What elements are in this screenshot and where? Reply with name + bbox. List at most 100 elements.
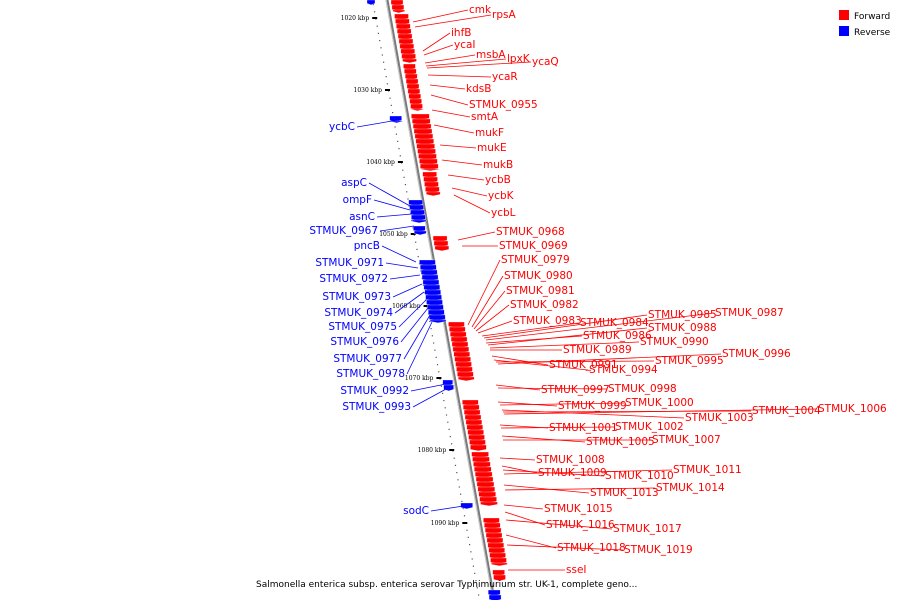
tick-label: 1080 kbp [418, 447, 447, 454]
ruler-dot [435, 356, 437, 358]
tick-mark [462, 522, 468, 524]
gene-label-stmuk-1001: STMUK_1001 [549, 422, 618, 434]
gene-label-stmuk-1017: STMUK_1017 [613, 523, 682, 535]
ruler-dot [467, 536, 469, 538]
forward-gene-block [434, 245, 450, 252]
gene-label-stmuk-0991: STMUK_0991 [549, 359, 618, 371]
reverse-gene-block [412, 219, 427, 224]
leader-line [495, 384, 541, 391]
gene-label-stmuk-0977: STMUK_0977 [333, 353, 402, 365]
forward-gene-block [411, 108, 424, 112]
leader-line [451, 187, 488, 197]
forward-gene-block [402, 58, 417, 64]
ruler-dot [449, 436, 451, 438]
ruler-dot [429, 320, 431, 322]
gene-label-stmuk-0980: STMUK_0980 [504, 270, 573, 282]
ruler-dot [456, 472, 458, 474]
leader-line [473, 290, 506, 330]
gene-label-stmuk-0974: STMUK_0974 [324, 307, 393, 319]
tick-label: 1030 kbp [354, 87, 383, 94]
gene-label-stmuk-0995: STMUK_0995 [655, 355, 724, 367]
tick-mark [423, 305, 429, 307]
gene-label-stmuk-0978: STMUK_0978 [336, 368, 405, 380]
ruler-dot [431, 335, 433, 337]
ruler-dot [392, 112, 394, 114]
leader-line [467, 259, 501, 326]
leader-line [504, 487, 656, 491]
leader-line [424, 54, 476, 64]
gene-label-muke: mukE [477, 142, 507, 154]
ruler-dot [457, 479, 459, 481]
forward-gene-block [392, 9, 405, 14]
leader-line [497, 387, 608, 390]
leader-line [505, 534, 557, 549]
gene-label-stmuk-0983: STMUK_0983 [513, 315, 582, 327]
tick-mark [397, 161, 403, 163]
gene-label-aspc: aspC [341, 177, 367, 189]
leader-line [503, 469, 673, 475]
ruler-dot [416, 248, 418, 250]
leader-line [429, 84, 466, 90]
gene-label-stmuk-0976: STMUK_0976 [330, 336, 399, 348]
ruler-dot [451, 443, 453, 445]
leader-line [430, 504, 471, 512]
ruler-dot [463, 515, 466, 517]
gene-label-stmuk-1018: STMUK_1018 [557, 542, 626, 554]
leader-line [389, 274, 421, 280]
gene-label-stmuk-0985: STMUK_0985 [648, 309, 717, 321]
leader-line [475, 304, 510, 332]
ruler-dot [384, 68, 386, 70]
ruler-dot [443, 400, 445, 402]
leader-line [441, 159, 483, 166]
leader-line [425, 58, 507, 67]
leader-line [485, 335, 583, 344]
forward-gene-block [493, 574, 506, 582]
gene-label-stmuk-1010: STMUK_1010 [605, 470, 674, 482]
leader-line [497, 401, 558, 407]
leader-line [503, 504, 544, 510]
leader-line [491, 355, 549, 366]
leader-line [453, 194, 491, 214]
gene-label-stmuk-0982: STMUK_0982 [510, 299, 579, 311]
map-caption: Salmonella enterica subsp. enterica sero… [256, 580, 637, 590]
ruler-dot [395, 133, 397, 135]
leader-line [501, 435, 586, 443]
leader-line [439, 144, 477, 149]
ruler-dot [471, 558, 473, 560]
leader-line [412, 9, 469, 23]
gene-label-stmuk-1019: STMUK_1019 [624, 544, 693, 556]
ruler-dot [402, 169, 404, 171]
gene-label-stmuk-0994: STMUK_0994 [589, 364, 658, 376]
gene-label-stmuk-0986: STMUK_0986 [583, 330, 652, 342]
gene-label-ycar: ycaR [492, 71, 518, 83]
gene-label-stmuk-0968: STMUK_0968 [496, 226, 565, 238]
leader-line [481, 322, 580, 337]
ruler-dot [376, 25, 378, 27]
ruler-dot [422, 284, 424, 286]
gene-label-stmuk-0975: STMUK_0975 [328, 321, 397, 333]
ruler-dot [379, 40, 381, 42]
gene-label-stmuk-1003: STMUK_1003 [685, 412, 754, 424]
leader-line [398, 299, 427, 328]
leader-line [381, 245, 417, 263]
ruler-dot [444, 407, 446, 409]
gene-label-stmuk-0979: STMUK_0979 [501, 254, 570, 266]
ruler-dot [403, 176, 405, 178]
gene-label-cmk: cmk [469, 4, 492, 16]
gene-label-stmuk-0998: STMUK_0998 [608, 383, 677, 395]
gene-label-stmuk-1007: STMUK_1007 [652, 434, 721, 446]
leader-line [373, 199, 411, 211]
ruler-dot [397, 140, 399, 142]
leader-line [376, 213, 413, 218]
ruler-dot [394, 126, 396, 128]
gene-label-stmuk-0969: STMUK_0969 [499, 240, 568, 252]
ruler-dot [470, 551, 472, 553]
legend-label-forward: Forward [854, 12, 890, 22]
ruler-dot [390, 104, 392, 106]
ruler-dot [453, 457, 455, 459]
leader-line [485, 312, 715, 341]
gene-label-ycaq: ycaQ [532, 56, 559, 68]
tick-labels: 1020 kbp 1030 kbp 1040 kbp 1050 kbp 1060 kbp… [341, 15, 468, 527]
gene-label-ompf: ompF [343, 194, 372, 206]
